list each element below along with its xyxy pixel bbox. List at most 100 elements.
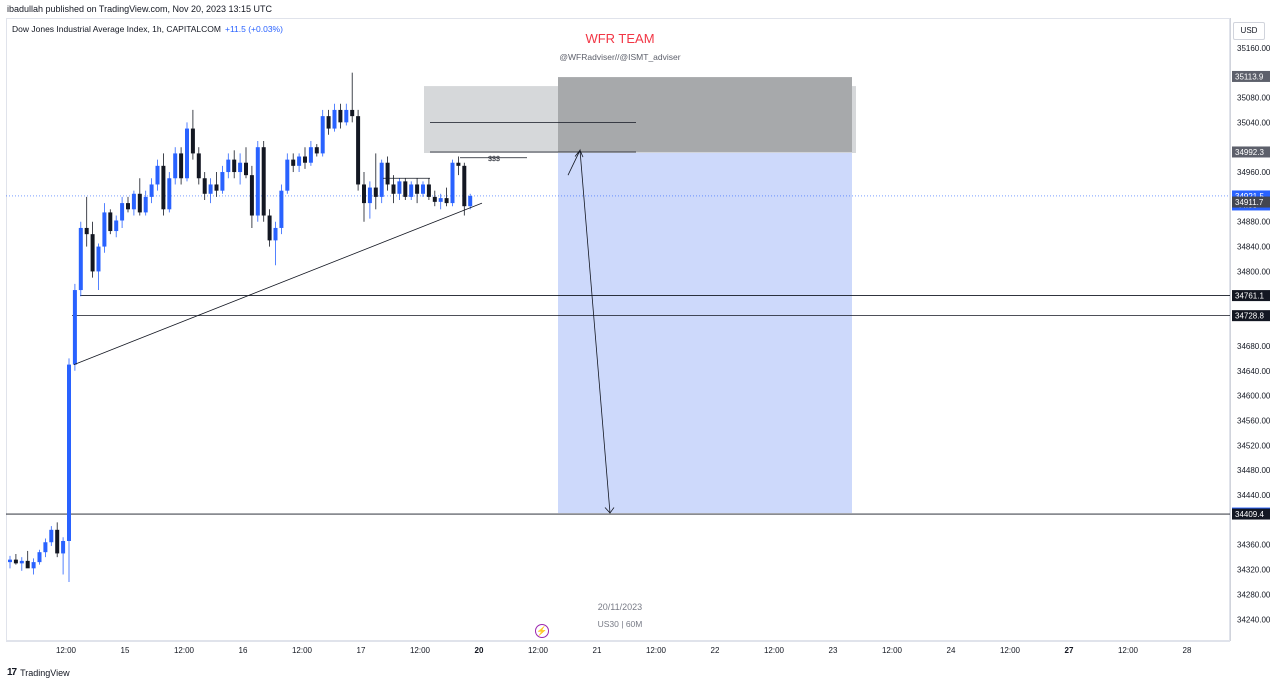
lightning-icon[interactable]: ⚡ bbox=[535, 624, 549, 638]
candle-body bbox=[249, 175, 254, 216]
time-tick-label: 22 bbox=[711, 646, 720, 655]
team-title: WFR TEAM bbox=[585, 31, 655, 46]
price-label: 35113.9 bbox=[1235, 72, 1264, 81]
currency-selector[interactable]: USD bbox=[1233, 22, 1265, 40]
price-tick-label: 34560.00 bbox=[1237, 416, 1271, 425]
time-tick-label: 12:00 bbox=[410, 646, 431, 655]
time-tick-label: 12:00 bbox=[56, 646, 77, 655]
candle-body bbox=[190, 128, 195, 154]
candle-body bbox=[326, 116, 331, 129]
price-tick-label: 34320.00 bbox=[1237, 566, 1271, 575]
candle-body bbox=[167, 178, 172, 210]
time-tick-label: 24 bbox=[947, 646, 956, 655]
drawings: $$$ bbox=[73, 121, 636, 514]
time-tick-label: 23 bbox=[829, 646, 838, 655]
supply-zone-dark bbox=[558, 77, 852, 152]
chart-pane[interactable] bbox=[6, 18, 1230, 641]
price-label-bg bbox=[1232, 508, 1270, 520]
candle-body bbox=[55, 529, 60, 554]
candle-body bbox=[179, 153, 184, 179]
candle-body bbox=[13, 559, 18, 564]
candle-body bbox=[421, 184, 425, 194]
time-tick-label: 12:00 bbox=[292, 646, 313, 655]
price-tick-label: 34440.00 bbox=[1237, 491, 1271, 500]
candle-body bbox=[308, 147, 313, 163]
time-tick-label: 16 bbox=[239, 646, 248, 655]
candle-body bbox=[244, 162, 248, 176]
candle-body bbox=[220, 172, 225, 191]
price-label: 34728.8 bbox=[1235, 312, 1264, 321]
publisher-line: ibadullah published on TradingView.com, … bbox=[7, 4, 273, 14]
candle-body bbox=[338, 109, 343, 123]
candle-body bbox=[232, 159, 237, 173]
price-label-bg bbox=[1232, 146, 1270, 158]
horizontal-levels bbox=[6, 195, 1230, 515]
candle-body bbox=[102, 212, 107, 247]
team-handle: @WFRadviser//@ISMT_adviser bbox=[559, 52, 681, 62]
candle-body bbox=[37, 552, 42, 563]
candle-body bbox=[415, 184, 420, 194]
time-tick-label: 27 bbox=[1065, 646, 1074, 655]
price-label: 34992.3 bbox=[1235, 148, 1264, 157]
candle-body bbox=[314, 147, 319, 154]
time-tick-label: 12:00 bbox=[646, 646, 667, 655]
price-labels: 35113.934992.334921.544:0534911.734761.1… bbox=[1232, 70, 1270, 520]
price-axis[interactable] bbox=[1230, 18, 1280, 641]
candle-body bbox=[297, 156, 302, 166]
candle-body bbox=[432, 196, 437, 202]
candle-body bbox=[114, 220, 119, 232]
price-tick-label: 34960.00 bbox=[1237, 168, 1271, 177]
price-label: 34409.4 bbox=[1235, 510, 1264, 519]
time-tick-label: 28 bbox=[1183, 646, 1192, 655]
candle-body bbox=[379, 162, 384, 197]
candle-body bbox=[149, 184, 154, 197]
price-tick-label: 34240.00 bbox=[1237, 615, 1271, 624]
candle-body bbox=[25, 560, 30, 569]
candle-body bbox=[444, 198, 449, 204]
candle-body bbox=[373, 187, 378, 197]
price-tick-label: 34600.00 bbox=[1237, 392, 1271, 401]
price-label: 34761.1 bbox=[1235, 292, 1264, 301]
price-tick-label: 34800.00 bbox=[1237, 267, 1271, 276]
candle-body bbox=[126, 203, 130, 210]
price-tick-label: 34840.00 bbox=[1237, 243, 1271, 252]
candle-body bbox=[214, 184, 219, 191]
time-tick-label: 15 bbox=[121, 646, 130, 655]
candles bbox=[8, 72, 473, 582]
candle-body bbox=[43, 542, 48, 553]
candle-body bbox=[462, 165, 467, 207]
price-tick-label: 34280.00 bbox=[1237, 590, 1271, 599]
candle-body bbox=[456, 162, 461, 166]
candle-body bbox=[362, 184, 366, 204]
candle-body bbox=[426, 184, 431, 197]
zones bbox=[424, 77, 856, 514]
candle-body bbox=[120, 203, 125, 221]
candle-body bbox=[391, 184, 396, 194]
time-tick-label: 12:00 bbox=[1118, 646, 1139, 655]
candle-body bbox=[49, 529, 54, 543]
candle-body bbox=[72, 290, 77, 365]
tick-labels: 35160.00 35080.00 35040.00 34960.00 34880.00… bbox=[56, 44, 1271, 655]
footer-brand: TradingView bbox=[20, 667, 70, 678]
candle-body bbox=[137, 193, 142, 213]
price-tick-label: 34880.00 bbox=[1237, 218, 1271, 227]
candle-body bbox=[468, 195, 473, 207]
time-axis[interactable] bbox=[6, 641, 1230, 662]
candle-body bbox=[409, 184, 414, 197]
price-tick-label: 34480.00 bbox=[1237, 466, 1271, 475]
price-label: 34921.5 bbox=[1235, 192, 1264, 201]
candle-body bbox=[31, 562, 36, 569]
candle-body bbox=[131, 193, 136, 210]
candle-body bbox=[261, 147, 266, 216]
liquidity-label: $$$ bbox=[488, 156, 500, 163]
price-tick-label: 34360.00 bbox=[1237, 541, 1271, 550]
candle-body bbox=[285, 159, 290, 191]
time-tick-label: 21 bbox=[593, 646, 602, 655]
time-tick-label: 12:00 bbox=[882, 646, 903, 655]
candle-body bbox=[255, 147, 260, 216]
candle-body bbox=[350, 109, 355, 117]
watermark-symbol: US30 | 60M bbox=[597, 619, 643, 629]
candle-body bbox=[367, 187, 372, 204]
footer[interactable]: 17 TradingView bbox=[7, 667, 70, 678]
